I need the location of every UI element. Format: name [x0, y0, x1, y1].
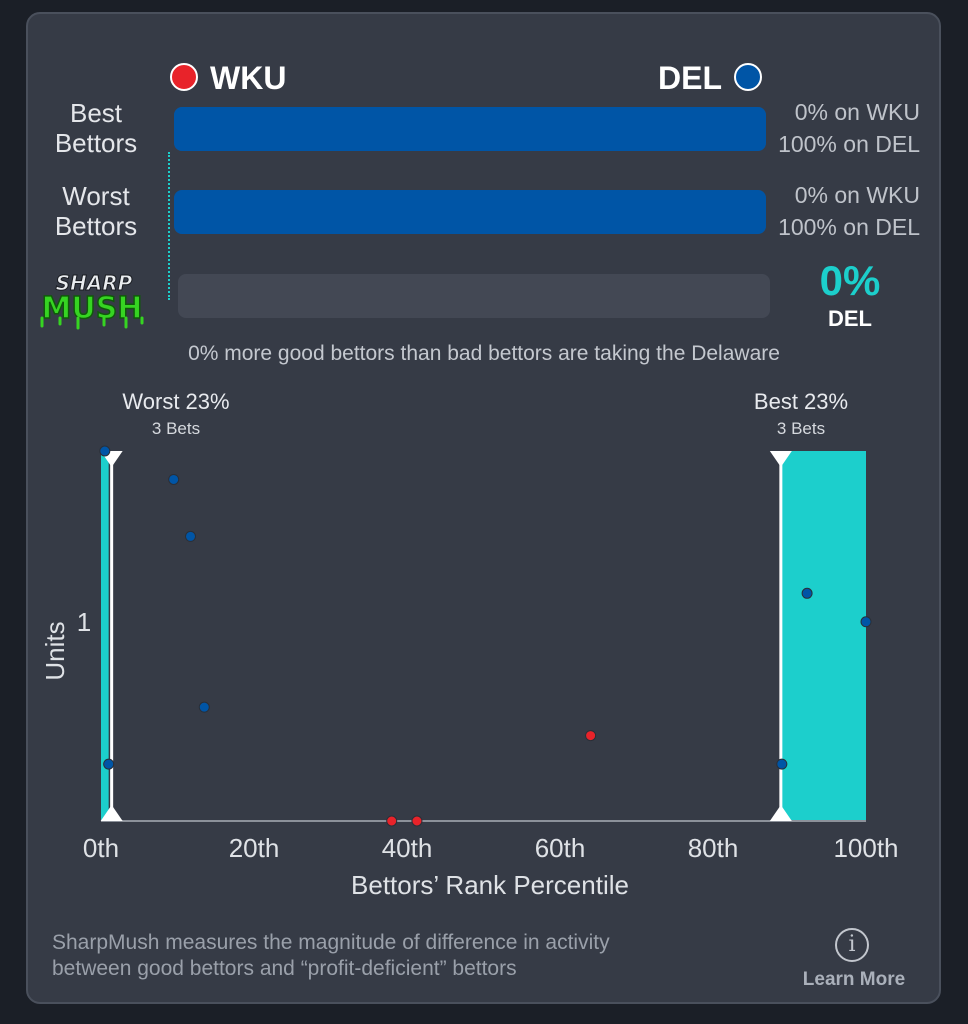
best-bettors-pct-wku: 0% on WKU [794, 99, 920, 125]
best-bettors-pct: 0% on WKU 100% on DEL [740, 96, 920, 160]
right-team-name: DEL [658, 60, 722, 96]
sharpmush-team: DEL [828, 306, 872, 331]
worst-bettors-bar [174, 190, 766, 234]
del-team-dot [734, 63, 762, 91]
wku-point-2 [585, 730, 597, 742]
best-range-boundary-top-marker [769, 451, 792, 467]
x-tick-label: 40th [382, 833, 433, 863]
y-tick-label: 1 [77, 607, 91, 637]
row-connector-line [168, 152, 170, 300]
worst-bettors-pct: 0% on WKU 100% on DEL [740, 179, 920, 243]
worst-range-title: Worst 23% [122, 389, 230, 414]
left-team-name: WKU [210, 60, 287, 96]
best-bettors-label-line2: Bettors [54, 128, 138, 158]
worst-bettors-label: Worst Bettors [31, 181, 161, 241]
logo-slime-drips [40, 316, 144, 330]
wku-point-0 [386, 815, 398, 827]
footer-line-1: SharpMush measures the magnitude of diff… [52, 931, 610, 954]
del-point-2 [185, 530, 197, 542]
x-tick-label: 80th [688, 833, 739, 863]
sharpmush-bar [178, 274, 770, 318]
worst-bettors-bar-fill [174, 190, 766, 234]
x-tick-label: 100th [833, 833, 898, 863]
footer-description: SharpMush measures the magnitude of diff… [52, 930, 610, 982]
learn-more-button[interactable]: i Learn More [798, 926, 910, 996]
footer-line-2: between good bettors and “profit-deficie… [52, 957, 517, 980]
best-bettors-bar [174, 107, 766, 151]
best-bettors-pct-del: 100% on DEL [778, 131, 920, 157]
info-icon: i [835, 928, 869, 962]
learn-more-label: Learn More [802, 969, 906, 990]
best-bettors-label: Best Bettors [31, 98, 161, 158]
del-point-0 [99, 445, 111, 457]
worst-bettors-label-line2: Bettors [54, 211, 138, 241]
del-point-7 [776, 758, 788, 770]
del-point-4 [103, 758, 115, 770]
best-bettors-bar-fill [174, 107, 766, 151]
del-point-6 [860, 616, 872, 628]
summary-text: 0% more good bettors than bad bettors ar… [188, 342, 780, 365]
sharpmush-value: 0% [819, 257, 881, 304]
worst-bettors-pct-del: 100% on DEL [778, 214, 920, 240]
del-point-5 [801, 587, 813, 599]
x-tick-label: 0th [83, 833, 119, 863]
wku-point-1 [411, 815, 423, 827]
worst-bettors-pct-wku: 0% on WKU [794, 182, 920, 208]
x-tick-label: 20th [229, 833, 280, 863]
del-point-1 [168, 473, 180, 485]
best-range-bets: 3 Bets [776, 419, 826, 438]
best-range-title: Best 23% [753, 389, 849, 414]
worst-range-boundary-bottom-marker [100, 805, 123, 821]
y-axis-title: Units [40, 621, 70, 680]
logo-word-sharp: SHARP [56, 271, 133, 295]
sharpmush-logo: SHARP MUSH [40, 271, 144, 330]
del-point-3 [198, 701, 210, 713]
x-tick-label: 60th [535, 833, 586, 863]
worst-bettors-label-line1: Worst [62, 181, 130, 211]
worst-range-area [101, 451, 109, 821]
x-axis-title: Bettors’ Rank Percentile [351, 870, 629, 900]
best-range-boundary-bottom-marker [769, 805, 792, 821]
wku-team-dot [170, 63, 198, 91]
worst-range-bets: 3 Bets [151, 419, 201, 438]
best-range-area [781, 451, 866, 821]
best-bettors-label-line1: Best [69, 98, 123, 128]
